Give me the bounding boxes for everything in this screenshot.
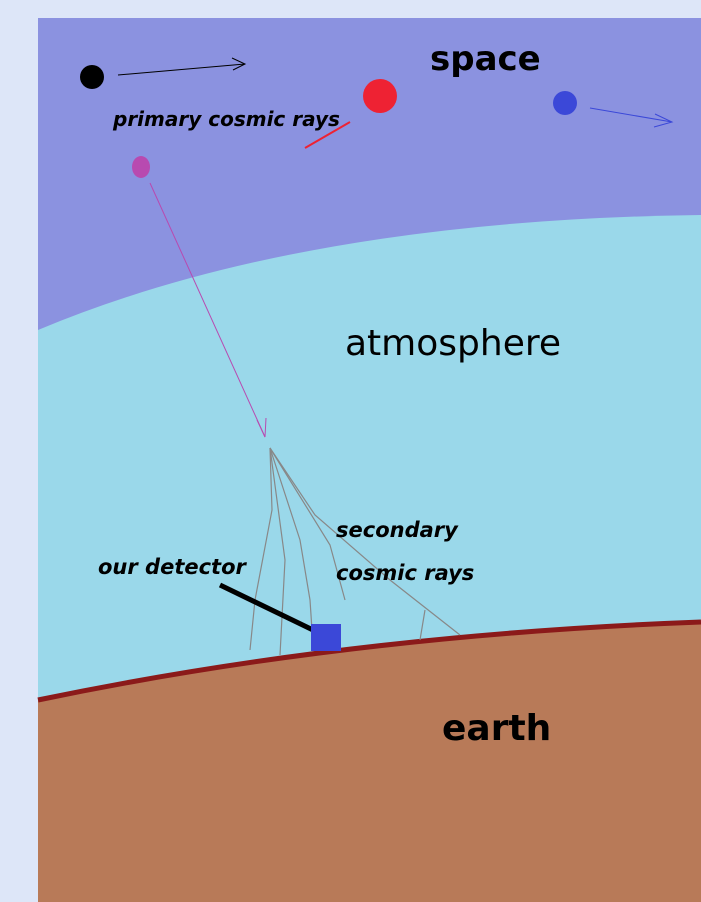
arrowhead <box>256 417 267 438</box>
label: space <box>430 39 541 79</box>
arrowhead <box>231 57 247 71</box>
arrow <box>117 63 246 76</box>
label: secondary <box>336 518 459 542</box>
ground-line <box>37 619 701 703</box>
detector <box>311 624 341 651</box>
label: primary cosmic rays <box>112 107 340 131</box>
label: cosmic rays <box>336 561 474 585</box>
arrowhead <box>653 113 674 128</box>
arrow <box>149 182 266 438</box>
arrow <box>589 107 673 123</box>
earth-region <box>38 622 701 902</box>
particle <box>132 156 150 178</box>
particle <box>80 65 104 89</box>
particle <box>553 91 577 115</box>
label: our detector <box>98 555 248 579</box>
arrow <box>304 121 351 149</box>
shower <box>249 447 461 656</box>
label: earth <box>442 708 551 749</box>
particle <box>363 79 397 113</box>
label: atmosphere <box>345 323 561 364</box>
pointer <box>218 582 315 633</box>
